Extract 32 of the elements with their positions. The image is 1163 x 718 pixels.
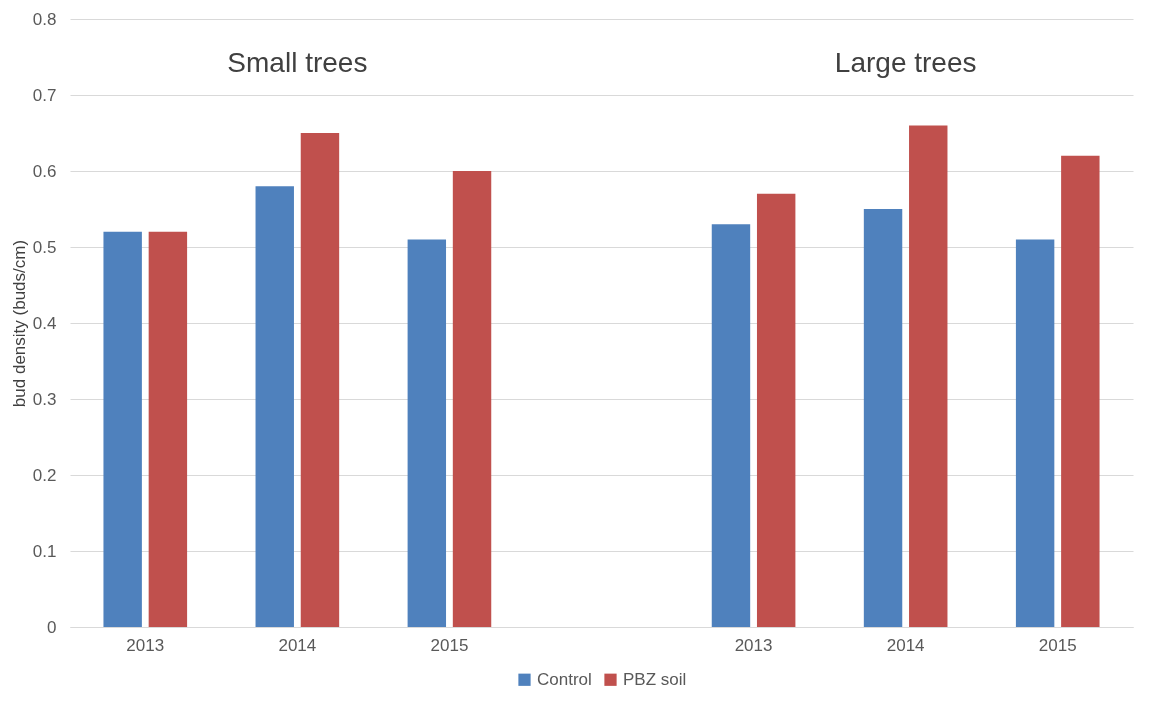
bar <box>1015 239 1055 627</box>
bar <box>756 193 796 627</box>
y-axis-title: bud density (buds/cm) <box>9 239 29 408</box>
y-tick-label: 0.2 <box>32 465 57 485</box>
x-tick-label: 2013 <box>734 635 773 655</box>
legend-label: PBZ soil <box>623 669 687 689</box>
y-tick-label: 0 <box>47 617 57 637</box>
x-tick-label: 2015 <box>430 635 469 655</box>
y-tick-label: 0.5 <box>32 237 57 257</box>
bar <box>452 171 492 627</box>
y-tick-label: 0.4 <box>32 313 57 333</box>
x-tick-label: 2014 <box>886 635 925 655</box>
bar <box>1061 155 1100 627</box>
bar <box>148 231 188 627</box>
bar <box>103 231 142 627</box>
bar <box>909 125 948 627</box>
bar <box>300 133 340 627</box>
x-tick-label: 2014 <box>278 635 317 655</box>
y-tick-label: 0.1 <box>32 541 57 561</box>
x-tick-label: 2015 <box>1038 635 1077 655</box>
y-tick-label: 0.6 <box>32 161 57 181</box>
legend-label: Control <box>537 669 592 689</box>
annotation: Large trees <box>834 47 977 78</box>
bar <box>407 239 447 627</box>
bar <box>255 186 294 627</box>
annotation: Small trees <box>227 47 368 78</box>
y-tick-label: 0.8 <box>32 9 57 29</box>
y-tick-label: 0.7 <box>32 85 57 105</box>
bar <box>863 209 903 627</box>
bar <box>711 224 751 627</box>
y-tick-label: 0.3 <box>32 389 57 409</box>
x-tick-label: 2013 <box>126 635 165 655</box>
